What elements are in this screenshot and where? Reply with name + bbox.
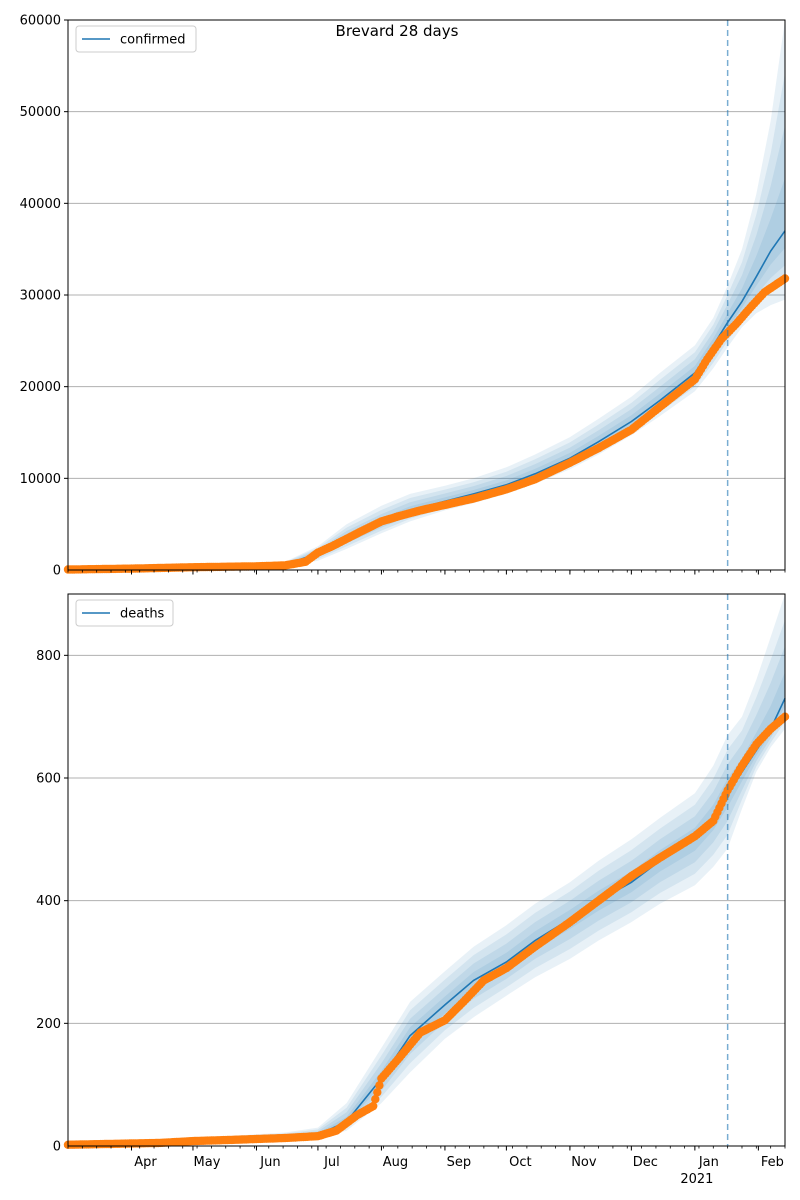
uncertainty-band — [68, 72, 785, 570]
x-tick-label: Nov — [571, 1155, 597, 1170]
observed-point — [375, 1081, 384, 1090]
model-line — [67, 697, 786, 1147]
y-tick-label: 400 — [36, 894, 61, 909]
legend-box — [75, 25, 197, 53]
y-tick-label: 60000 — [20, 14, 61, 29]
y-tick-label: 800 — [36, 649, 61, 664]
observed-point — [371, 1095, 380, 1104]
deaths-panel: 0 200 400 600 800 Apr May Jun Jul Aug Sep Oct Nov Dec… — [36, 593, 790, 1187]
uncertainty-band — [68, 646, 785, 1146]
legend-label: deaths — [120, 607, 165, 622]
uncertainty-band — [68, 20, 785, 570]
uncertainty-band — [68, 620, 785, 1146]
legend-label: confirmed — [120, 33, 186, 48]
y-tick-label: 40000 — [20, 197, 61, 212]
y-tick-label: 10000 — [20, 472, 61, 487]
x-tick-label: Apr — [134, 1155, 157, 1170]
x-tick-label: May — [194, 1155, 221, 1170]
figure-title: Brevard 28 days — [336, 22, 459, 40]
y-tick-label: 600 — [36, 772, 61, 787]
confirmed-panel: 0 10000 20000 30000 40000 50000 60000 confirmed — [20, 14, 790, 579]
observed-point — [373, 1088, 382, 1097]
y-tick-label: 50000 — [20, 105, 61, 120]
x-tick-label: Jan — [698, 1155, 719, 1170]
y-tick-label: 200 — [36, 1017, 61, 1032]
x-tick-label: Dec — [633, 1155, 658, 1170]
x-year-label: 2021 — [680, 1172, 713, 1187]
legend: confirmed — [75, 25, 197, 53]
x-tick-label: Jul — [323, 1155, 340, 1170]
y-tick-label: 20000 — [20, 380, 61, 395]
x-tick-label: Jun — [259, 1155, 280, 1170]
legend-box — [75, 599, 174, 627]
observed-point — [369, 1101, 378, 1111]
y-tick-label: 30000 — [20, 289, 61, 304]
x-tick-label: Sep — [447, 1155, 472, 1170]
legend: deaths — [75, 599, 174, 627]
y-tick-label: 0 — [53, 564, 61, 579]
x-tick-label: Feb — [761, 1155, 784, 1170]
y-tick-label: 0 — [53, 1140, 61, 1155]
x-tick-label: Aug — [383, 1155, 408, 1170]
x-tick-label: Oct — [509, 1155, 531, 1170]
uncertainty-band — [68, 672, 785, 1146]
